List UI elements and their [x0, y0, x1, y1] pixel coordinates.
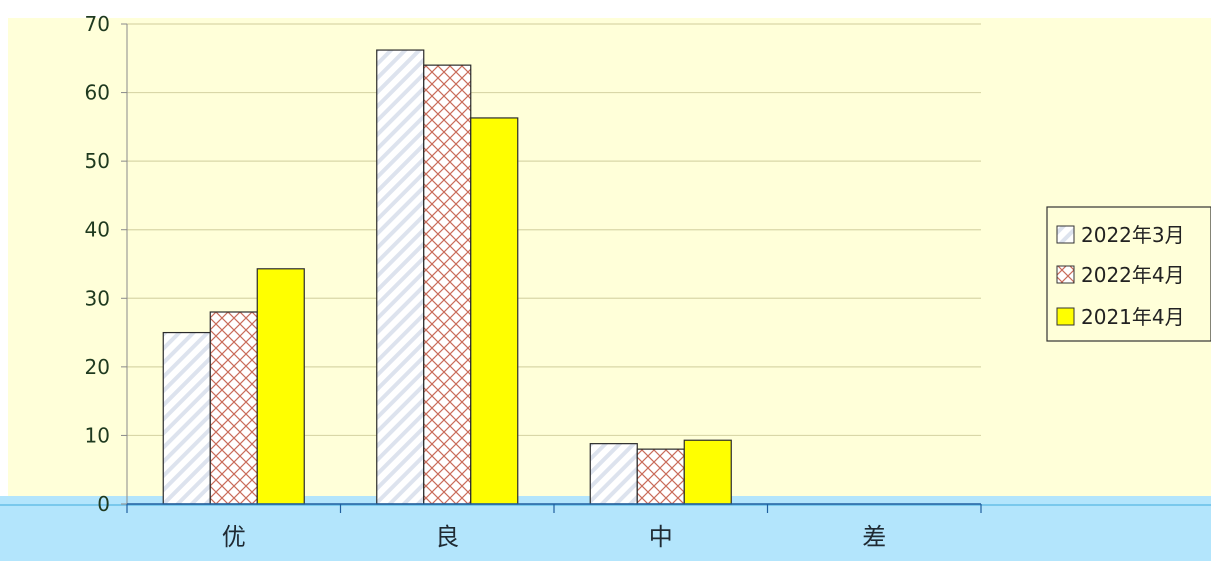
category-label: 良: [435, 523, 459, 551]
bar-3: [256, 268, 305, 505]
y-tick-label: 10: [85, 423, 110, 447]
y-axis-ticks: 0 10 20 30 40 50 60 70: [85, 12, 127, 516]
floor-edge: [0, 504, 1211, 506]
category-label: 中: [649, 523, 673, 551]
legend-label-0: 2022年3月: [1081, 223, 1185, 247]
bars: [162, 49, 732, 505]
legend-label-1: 2022年4月: [1081, 263, 1185, 287]
y-tick-label: 0: [97, 492, 110, 516]
category-label: 差: [862, 523, 886, 551]
bar-2: [423, 64, 472, 505]
bar-1: [162, 331, 211, 505]
legend-label-2: 2021年4月: [1081, 305, 1185, 329]
category-labels: 优良中差: [222, 523, 887, 551]
legend-swatch-2: [1056, 307, 1075, 326]
legend: 2022年3月 2022年4月 2021年4月: [1046, 206, 1211, 342]
y-tick-label: 40: [85, 218, 110, 242]
y-tick-label: 30: [85, 286, 110, 310]
bar-1: [376, 49, 425, 505]
category-label: 优: [222, 523, 246, 551]
bar-3: [470, 117, 519, 505]
bar-3: [683, 439, 732, 505]
bar-2: [209, 311, 258, 505]
y-tick-label: 20: [85, 355, 110, 379]
x-axis-ticks: [126, 504, 982, 513]
bar-2: [636, 448, 685, 505]
y-tick-label: 70: [85, 12, 110, 36]
y-tick-label: 60: [85, 81, 110, 105]
legend-swatch-0: [1056, 225, 1075, 244]
legend-swatch-1: [1056, 265, 1075, 284]
y-tick-label: 50: [85, 149, 110, 173]
floor: [0, 496, 1211, 561]
bar-1: [589, 443, 638, 505]
